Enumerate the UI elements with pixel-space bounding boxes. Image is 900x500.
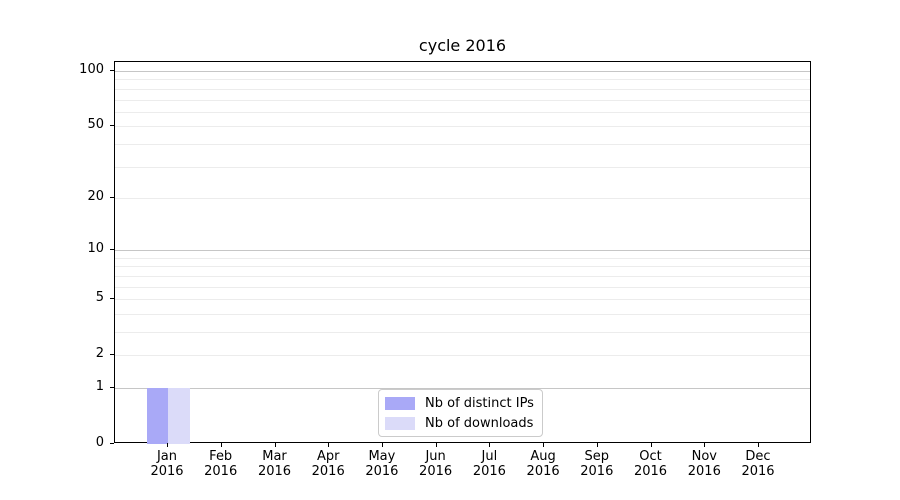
y-minor-gridline <box>115 355 810 357</box>
y-tick-label: 100 <box>79 62 104 77</box>
y-tick-mark <box>110 298 114 300</box>
y-tick-mark <box>110 354 114 356</box>
y-minor-gridline <box>115 197 810 199</box>
y-tick-mark <box>110 387 114 388</box>
y-minor-gridline <box>115 166 810 168</box>
x-tick-mark <box>596 443 598 447</box>
y-major-gridline <box>115 388 810 389</box>
y-minor-gridline <box>115 99 810 101</box>
x-tick-mark <box>220 443 222 447</box>
y-minor-gridline <box>115 88 810 90</box>
legend-label: Nb of downloads <box>425 415 534 431</box>
x-tick-label: Aug 2016 <box>526 449 560 479</box>
y-tick-mark <box>110 70 114 71</box>
y-tick-mark <box>110 249 114 251</box>
legend: Nb of distinct IPs Nb of downloads <box>378 389 543 437</box>
y-minor-gridline <box>115 257 810 259</box>
y-tick-label: 5 <box>95 290 104 306</box>
y-minor-gridline <box>115 266 810 268</box>
y-minor-gridline <box>115 299 810 301</box>
y-tick-label: 10 <box>87 241 104 257</box>
x-tick-mark <box>489 443 491 447</box>
y-major-gridline <box>115 71 810 72</box>
y-tick-label: 20 <box>87 188 104 204</box>
y-minor-gridline <box>115 275 810 277</box>
x-tick-label: Dec 2016 <box>741 449 775 479</box>
y-minor-gridline <box>115 79 810 81</box>
y-tick-label: 50 <box>87 117 104 133</box>
y-minor-gridline <box>115 143 810 145</box>
y-minor-gridline <box>115 286 810 288</box>
x-tick-label: Sep 2016 <box>580 449 614 479</box>
y-minor-gridline <box>115 111 810 113</box>
y-tick-mark <box>110 196 114 198</box>
y-major-gridline <box>115 250 810 252</box>
y-tick-label: 0 <box>95 435 104 450</box>
y-tick-label: 2 <box>95 346 104 362</box>
y-tick-label: 1 <box>95 379 104 394</box>
x-tick-mark <box>758 443 759 447</box>
legend-swatch-downloads <box>385 416 415 430</box>
x-tick-label: Feb 2016 <box>204 449 238 479</box>
x-tick-label: Jun 2016 <box>419 449 453 479</box>
x-tick-label: Nov 2016 <box>687 449 721 479</box>
plot-area <box>114 61 811 444</box>
bar-downloads <box>168 388 190 444</box>
y-tick-mark <box>110 125 114 127</box>
x-tick-label: Jul 2016 <box>472 449 506 479</box>
legend-entry: Nb of downloads <box>385 416 542 431</box>
x-tick-mark <box>435 443 437 447</box>
x-tick-mark <box>328 443 330 447</box>
x-tick-label: Mar 2016 <box>257 449 292 479</box>
legend-label: Nb of distinct IPs <box>425 395 534 411</box>
legend-swatch-distinct-ips <box>385 396 415 410</box>
y-tick-mark <box>110 443 114 444</box>
x-tick-label: Oct 2016 <box>633 449 668 479</box>
x-tick-mark <box>381 443 383 447</box>
y-minor-gridline <box>115 313 810 315</box>
x-tick-mark <box>543 443 545 447</box>
x-tick-label: Jan 2016 <box>150 449 184 479</box>
x-tick-mark <box>704 443 706 447</box>
x-tick-mark <box>650 443 652 447</box>
bar-distinct-ips <box>146 388 168 444</box>
chart-title: cycle 2016 <box>418 36 507 55</box>
y-minor-gridline <box>115 332 810 333</box>
legend-entry: Nb of distinct IPs <box>385 396 542 411</box>
x-tick-label: Apr 2016 <box>311 449 345 479</box>
x-tick-label: May 2016 <box>365 449 399 479</box>
x-tick-mark <box>274 443 276 447</box>
x-tick-mark <box>167 443 168 447</box>
y-minor-gridline <box>115 126 810 128</box>
